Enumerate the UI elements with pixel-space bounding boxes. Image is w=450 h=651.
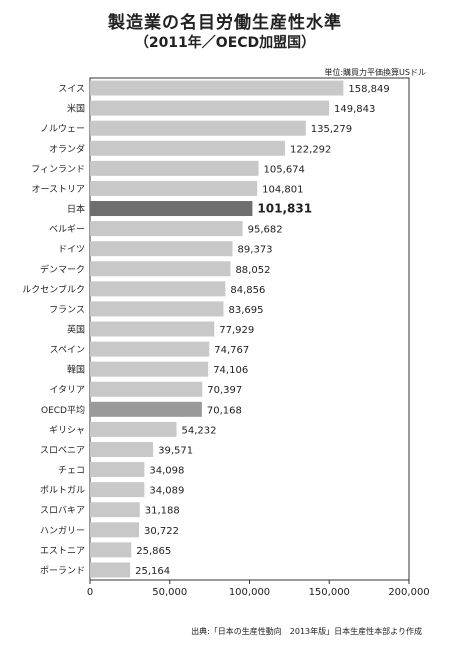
bar-15 (90, 381, 203, 397)
bar-4 (90, 160, 259, 176)
category-label-2: ノルウェー (40, 124, 85, 135)
value-label-4: 105,674 (264, 164, 305, 175)
category-label-9: デンマーク (40, 263, 85, 275)
chart-title: 製造業の名目労働生産性水準 (108, 13, 342, 33)
category-label-3: オランダ (49, 143, 85, 155)
x-tick-label-3: 150,000 (309, 587, 350, 598)
value-label-20: 34,089 (149, 486, 184, 497)
bar-24 (90, 562, 131, 578)
category-label-14: 韓国 (67, 365, 85, 376)
value-label-13: 74,767 (214, 345, 249, 356)
unit-note: 単位:購買力平価換算USドル (324, 68, 426, 77)
bar-22 (90, 522, 140, 538)
value-label-1: 149,843 (334, 104, 375, 115)
value-label-9: 88,052 (235, 265, 270, 276)
category-label-12: 英国 (67, 324, 85, 336)
bar-20 (90, 482, 145, 498)
bar-10 (90, 281, 226, 297)
category-label-18: スロベニア (40, 446, 85, 456)
value-label-3: 122,292 (290, 144, 331, 155)
x-tick-label-0: 0 (87, 587, 93, 598)
category-label-20: ポルトガル (40, 485, 85, 496)
value-label-18: 39,571 (158, 445, 193, 456)
bar-13 (90, 341, 210, 357)
value-label-6: 101,831 (257, 202, 312, 216)
bar-3 (90, 140, 286, 156)
value-label-15: 70,397 (207, 385, 242, 396)
value-label-8: 89,373 (238, 245, 273, 256)
category-label-6: 日本 (67, 203, 85, 215)
category-label-13: スペイン (50, 346, 85, 356)
bar-8 (90, 241, 233, 257)
value-label-17: 54,232 (182, 425, 217, 436)
value-label-22: 30,722 (144, 526, 179, 537)
bar-14 (90, 361, 209, 377)
bar-11 (90, 301, 224, 317)
category-label-15: イタリア (49, 385, 85, 396)
bar-21 (90, 502, 140, 518)
value-label-16: 70,168 (207, 405, 242, 416)
bar-5 (90, 180, 258, 196)
category-label-8: ドイツ (58, 245, 85, 255)
value-label-19: 34,098 (149, 466, 184, 477)
category-label-11: フランス (49, 304, 85, 315)
bar-1 (90, 100, 329, 116)
bar-9 (90, 261, 231, 277)
category-label-1: 米国 (67, 103, 85, 115)
x-tick-label-2: 100,000 (229, 587, 270, 598)
bar-6 (90, 201, 253, 217)
category-label-0: スイス (58, 85, 85, 95)
category-label-16: OECD平均 (41, 404, 85, 416)
bar-0 (90, 80, 344, 96)
x-tick-label-4: 200,000 (388, 587, 429, 598)
category-label-7: ベルギー (49, 224, 85, 235)
source-note: 出典:「日本の生産性動向 2013年版」日本生産性本部より作成 (191, 627, 422, 636)
bar-2 (90, 120, 306, 136)
value-label-21: 31,188 (145, 506, 180, 517)
value-label-10: 84,856 (230, 285, 265, 296)
chart-subtitle: （2011年／OECD加盟国） (134, 35, 316, 51)
value-label-2: 135,279 (311, 124, 352, 135)
value-label-5: 104,801 (262, 184, 303, 195)
value-label-7: 95,682 (248, 225, 283, 236)
value-label-0: 158,849 (348, 84, 389, 95)
bar-23 (90, 542, 132, 558)
category-label-22: ハンガリー (40, 525, 85, 536)
category-label-19: チェコ (58, 465, 85, 476)
category-label-21: スロバキア (40, 505, 85, 516)
x-tick-label-1: 50,000 (152, 587, 187, 598)
category-label-23: エストニア (40, 546, 85, 556)
bar-19 (90, 462, 145, 478)
category-label-10: ルクセンブルク (22, 283, 85, 295)
value-label-24: 25,164 (135, 566, 170, 577)
bar-12 (90, 321, 215, 337)
bar-17 (90, 421, 177, 437)
value-label-12: 77,929 (219, 325, 254, 336)
category-label-17: ギリシャ (49, 425, 85, 436)
category-label-24: ポーランド (40, 565, 85, 576)
value-label-11: 83,695 (228, 305, 263, 316)
value-label-14: 74,106 (213, 365, 248, 376)
category-label-4: フィンランド (31, 164, 85, 175)
bar-18 (90, 441, 154, 457)
value-label-23: 25,865 (136, 546, 171, 557)
category-label-5: オーストリア (31, 184, 85, 195)
bar-7 (90, 221, 243, 237)
bar-16 (90, 401, 202, 417)
